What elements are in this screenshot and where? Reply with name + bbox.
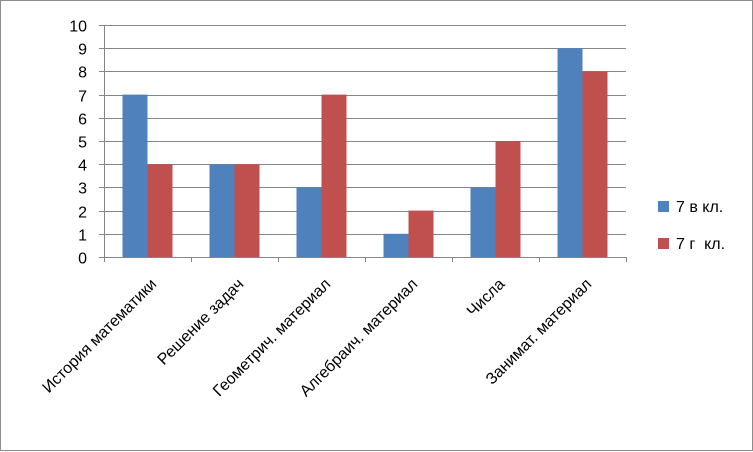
y-tick-label: 6 — [78, 112, 87, 129]
legend: 7 в кл. 7 г кл. — [658, 199, 725, 253]
y-tick-label: 1 — [78, 228, 87, 245]
bar — [321, 94, 347, 257]
y-tick-label: 7 — [78, 89, 87, 106]
legend-label: 7 г кл. — [676, 236, 725, 253]
legend-swatch — [658, 201, 669, 212]
y-tick-label: 10 — [69, 19, 87, 36]
y-tick-label: 0 — [78, 251, 87, 268]
bar — [408, 210, 434, 257]
y-tick-label: 2 — [78, 205, 87, 222]
x-category-label: История математики — [40, 276, 161, 397]
bars — [122, 48, 608, 258]
bar — [122, 94, 148, 257]
bar — [470, 187, 496, 257]
bar — [557, 48, 583, 258]
bar — [582, 71, 608, 258]
gridlines — [104, 25, 626, 258]
bar — [147, 164, 173, 257]
bar — [209, 164, 235, 257]
y-tick-label: 9 — [78, 42, 87, 59]
bar — [383, 233, 409, 257]
bar — [495, 141, 521, 257]
y-axis: 0 1 2 3 4 5 6 7 8 9 10 — [69, 19, 105, 268]
y-tick-label: 3 — [78, 181, 87, 198]
bar — [296, 187, 322, 257]
x-category-label: Числа — [464, 276, 509, 321]
legend-label: 7 в кл. — [676, 199, 723, 216]
y-tick-label: 4 — [78, 158, 87, 175]
y-tick-label: 5 — [78, 135, 87, 152]
bar — [234, 164, 260, 257]
y-tick-label: 8 — [78, 65, 87, 82]
legend-swatch — [658, 238, 669, 249]
x-category-label: Решение задач — [155, 276, 248, 369]
